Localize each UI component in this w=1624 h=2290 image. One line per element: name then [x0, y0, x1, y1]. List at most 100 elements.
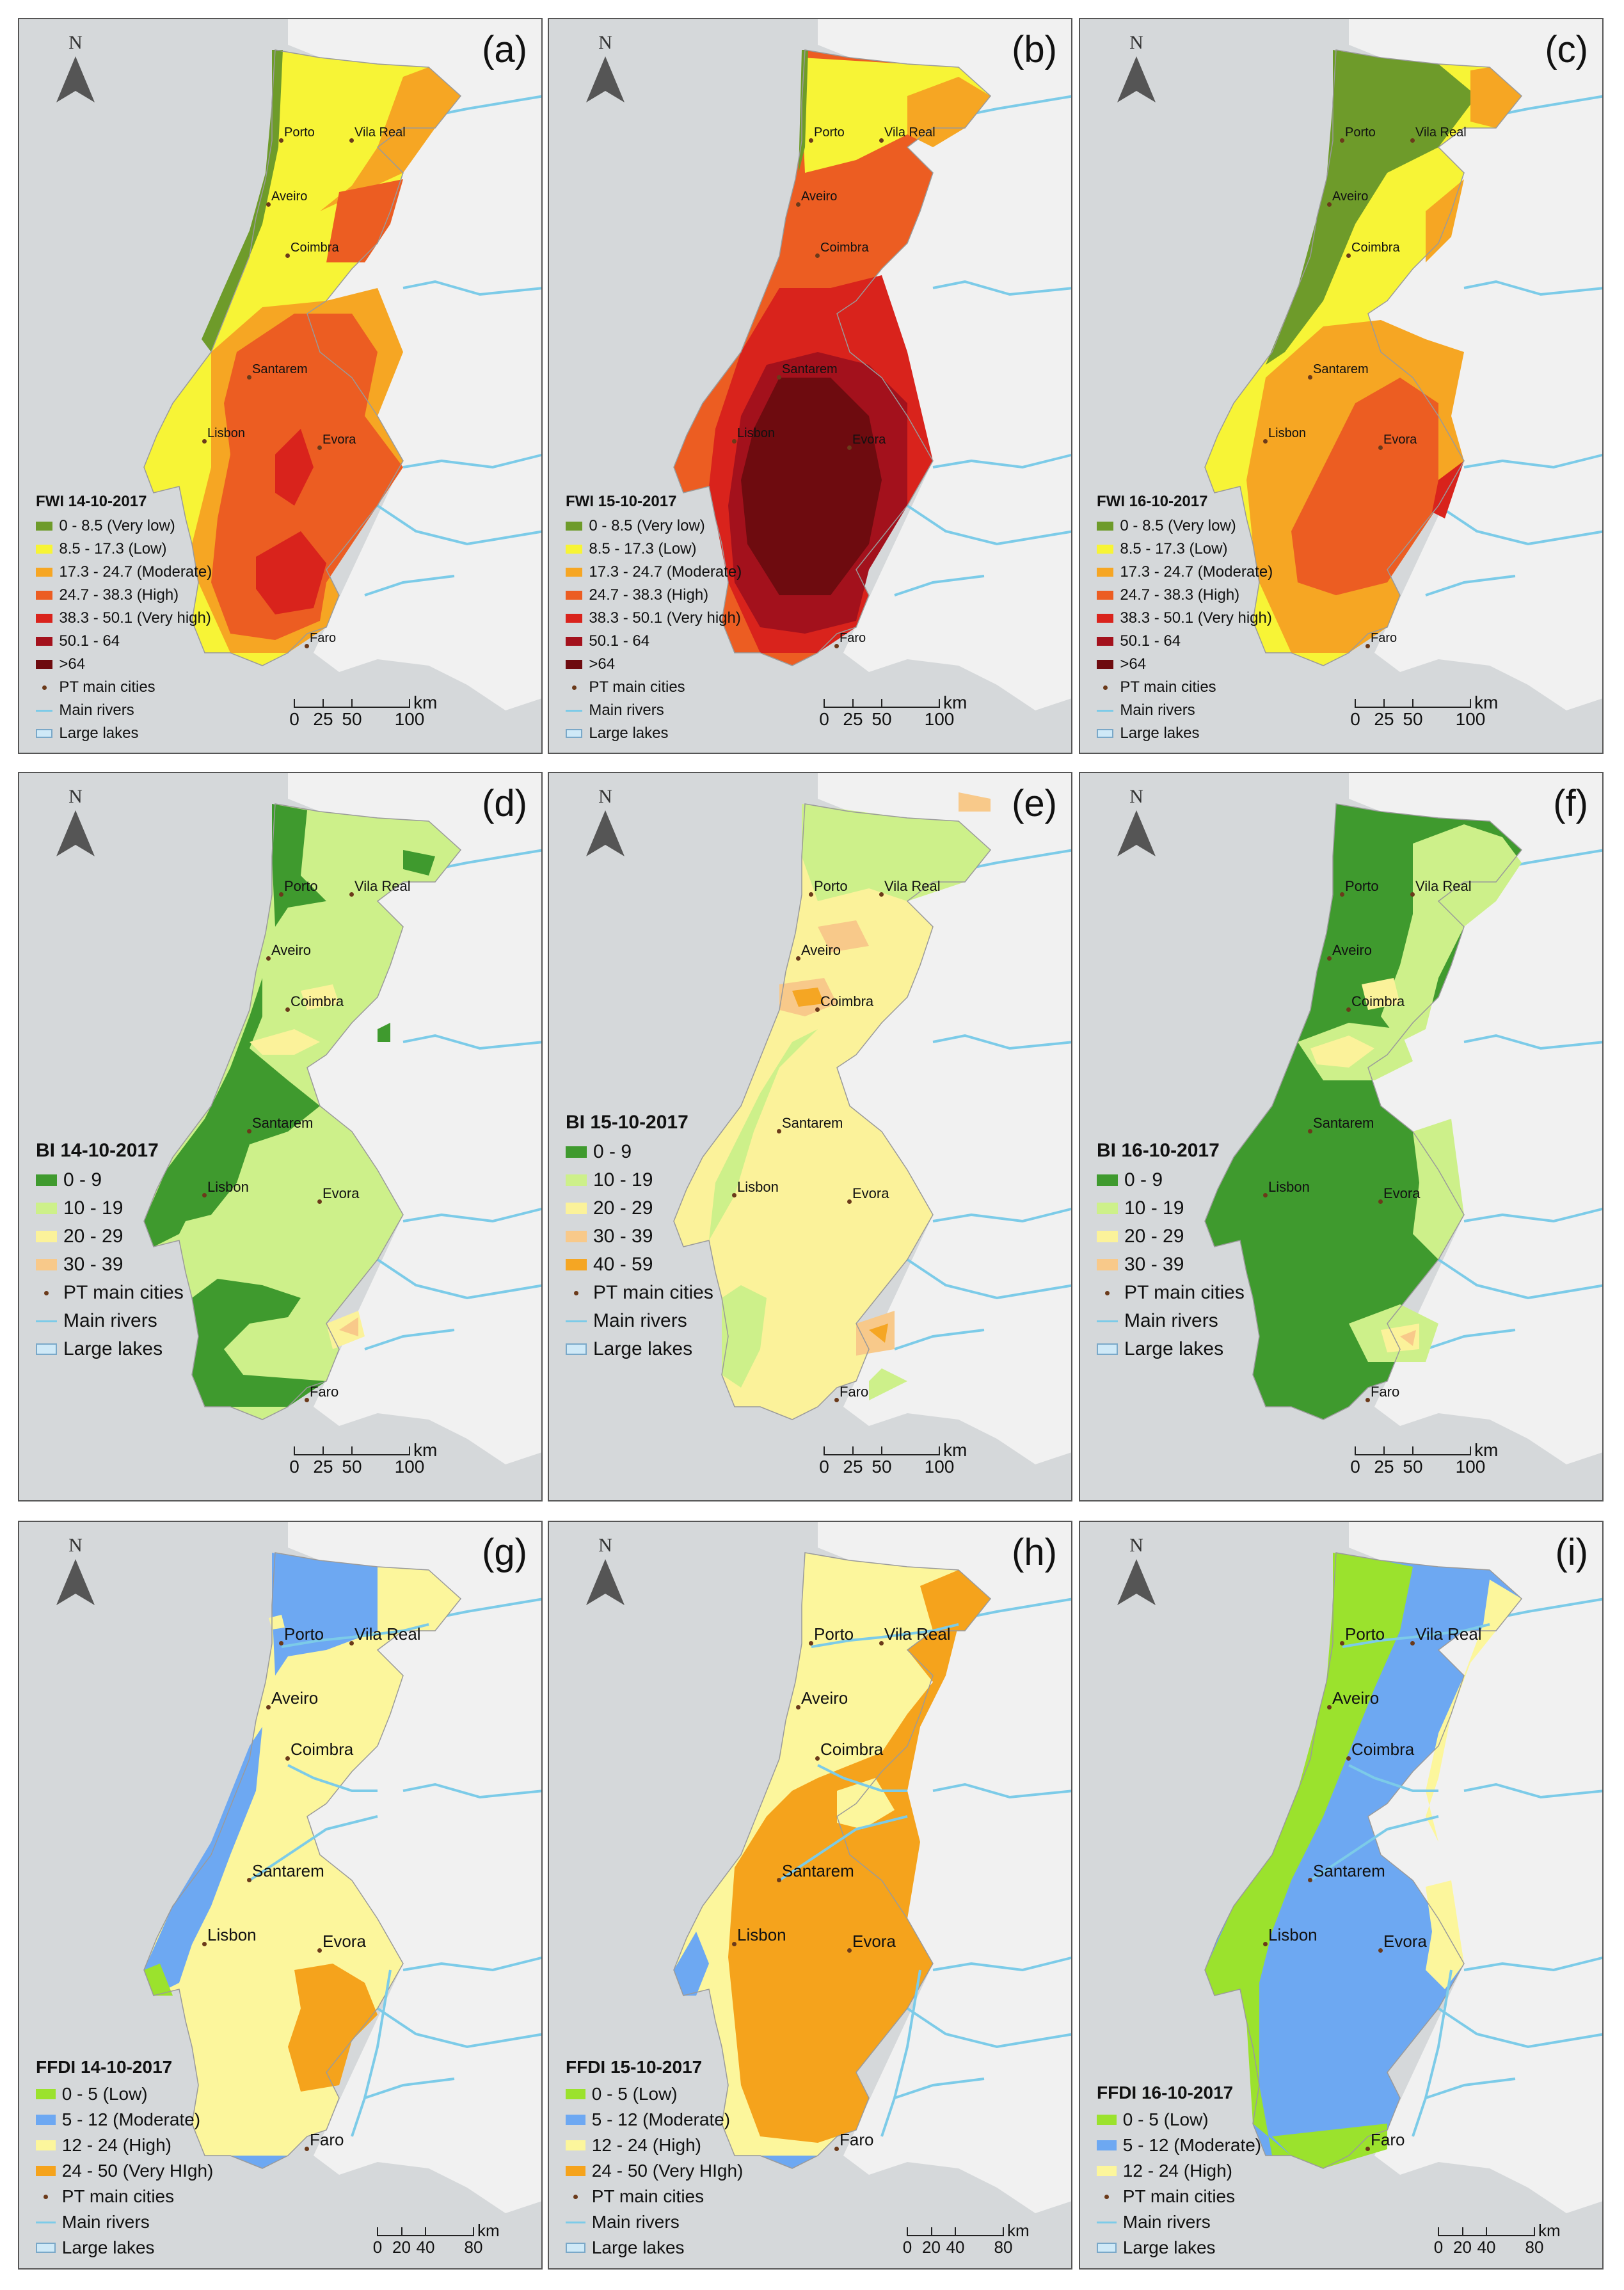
scale-tick-label: 25: [843, 1457, 863, 1477]
legend-class-row: 0 - 9: [566, 1138, 713, 1166]
legend-class-label: 0 - 9: [1124, 1169, 1163, 1190]
index-class-zone: [250, 1029, 320, 1055]
river-line: [932, 453, 1071, 469]
legend-swatch: [566, 1174, 587, 1186]
legend-lakes-label: Large lakes: [1120, 725, 1200, 742]
pt-river-tejo: [248, 1815, 378, 1882]
scale-labels: 0 20 40 80: [1434, 2236, 1544, 2257]
scale-tick: [377, 2227, 378, 2236]
city-label: Vila Real: [884, 878, 941, 894]
legend-title: FFDI 14-10-2017: [36, 2057, 173, 2077]
city-label: Santarem: [252, 1115, 314, 1131]
scale-tick-label: 0: [1350, 1457, 1360, 1477]
legend-lakes-row: Large lakes: [566, 1335, 713, 1363]
legend-swatch: [566, 659, 583, 669]
scale-tick-label: 0: [819, 1457, 829, 1477]
river-line: [964, 849, 1071, 870]
map-panel-i: (i) N Porto Vila Real Aveiro Coimbra Santarem L…: [1079, 1521, 1604, 2270]
legend-swatch: [1097, 636, 1114, 646]
panel-label: (c): [1545, 29, 1588, 70]
city-label: Porto: [1345, 1624, 1385, 1644]
city-label: Aveiro: [801, 942, 841, 958]
legend-swatch: [566, 1203, 587, 1214]
city-label: Santarem: [252, 1861, 324, 1880]
index-class-zone: [403, 850, 435, 876]
index-class-zone: [1470, 67, 1522, 128]
index-class-zone: [709, 1029, 818, 1240]
city-dot: [1410, 138, 1415, 143]
scale-tick-label: 80: [1525, 2238, 1544, 2257]
index-class-zone: [378, 1023, 390, 1042]
legend-swatch: [566, 590, 583, 600]
legend-class-row: 24 - 50 (Very HIgh): [36, 2158, 213, 2184]
legend-class-row: 10 - 19: [36, 1194, 184, 1222]
city-dot: [732, 1193, 736, 1197]
pt-river-douro: [1342, 1623, 1490, 1648]
city-label: Aveiro: [1332, 189, 1369, 204]
legend-class-label: 8.5 - 17.3 (Low): [1120, 540, 1228, 557]
map-svg: [673, 773, 1071, 1464]
legend-swatch: [1097, 521, 1114, 531]
legend-swatch: [1097, 613, 1114, 623]
legend-class-label: 5 - 12 (Moderate): [1122, 2135, 1262, 2155]
legend-class-label: 5 - 12 (Moderate): [61, 2110, 201, 2129]
index-class-zone: [1400, 1330, 1416, 1346]
scale-tick-label: 100: [1455, 1457, 1486, 1477]
legend-class-row: 24.7 - 38.3 (High): [1097, 584, 1273, 607]
city-dot: [247, 375, 251, 380]
city-dot: [809, 138, 813, 143]
legend-class-row: 50.1 - 64: [1097, 630, 1273, 653]
scale-bar-line: [377, 2225, 474, 2236]
city-dot: [834, 644, 839, 648]
spain-landmass: [288, 1522, 541, 2213]
index-class-zone: [1205, 1553, 1413, 2156]
index-class-zone: [802, 804, 991, 901]
scale-tick: [409, 1446, 410, 1455]
river-line: [1425, 575, 1516, 597]
map-legend: FFDI 14-10-2017 0 - 5 (Low) 5 - 12 (Modera…: [36, 2054, 213, 2261]
scale-tick: [294, 1446, 295, 1455]
north-label: N: [598, 1535, 612, 1556]
river-line: [932, 1956, 1071, 1972]
legend-class-label: 24.7 - 38.3 (High): [1120, 586, 1240, 604]
legend-class-row: 38.3 - 50.1 (Very high): [566, 607, 742, 630]
legend-class-label: 12 - 24 (High): [1122, 2161, 1232, 2181]
city-label: Porto: [284, 1624, 324, 1644]
legend-class-label: 12 - 24 (High): [61, 2135, 171, 2155]
north-label: N: [1129, 786, 1143, 807]
city-dot: [305, 2147, 309, 2151]
legend-lakes-row: Large lakes: [36, 2235, 213, 2261]
city-label: Coimbra: [820, 1740, 884, 1759]
city-dot: [202, 1942, 207, 1946]
legend-class-label: >64: [589, 655, 616, 673]
city-dot: [815, 253, 820, 258]
scale-unit: km: [1474, 693, 1499, 712]
scale-tick-label: 80: [464, 2238, 483, 2257]
legend-class-label: 50.1 - 64: [589, 632, 650, 650]
index-class-zone: [272, 804, 326, 927]
legend-cities-label: PT main cities: [59, 678, 155, 696]
river-line: [906, 504, 1071, 546]
legend-rivers-symbol: [1097, 2221, 1117, 2223]
legend-lakes-symbol: [36, 728, 53, 739]
index-class-zone: [192, 1279, 326, 1407]
city-dot: [777, 1129, 781, 1133]
legend-cities-label: PT main cities: [63, 1282, 184, 1303]
legend-swatch: [1097, 590, 1114, 600]
legend-cities-label: PT main cities: [593, 1282, 713, 1303]
map-svg: [673, 1522, 1071, 2213]
map-panel-f: (f) N Porto Vila Real Aveiro Coimbra Santarem L…: [1079, 772, 1604, 1501]
scale-tick-label: 100: [924, 709, 955, 729]
spain-landmass: [818, 773, 1071, 1464]
spain-landmass: [1349, 1522, 1602, 2213]
legend-rivers-label: Main rivers: [593, 1310, 687, 1331]
north-arrow: N: [580, 32, 631, 108]
legend-class-row: >64: [36, 653, 212, 676]
legend-class-label: 10 - 19: [1124, 1197, 1184, 1219]
legend-class-label: 0 - 5 (Low): [591, 2084, 678, 2104]
city-label: Evora: [322, 1932, 366, 1951]
legend-class-label: 8.5 - 17.3 (Low): [59, 540, 167, 557]
legend-rivers-label: Main rivers: [591, 2212, 680, 2232]
map-svg: [143, 1522, 541, 2213]
scale-tick-label: 100: [924, 1457, 955, 1477]
